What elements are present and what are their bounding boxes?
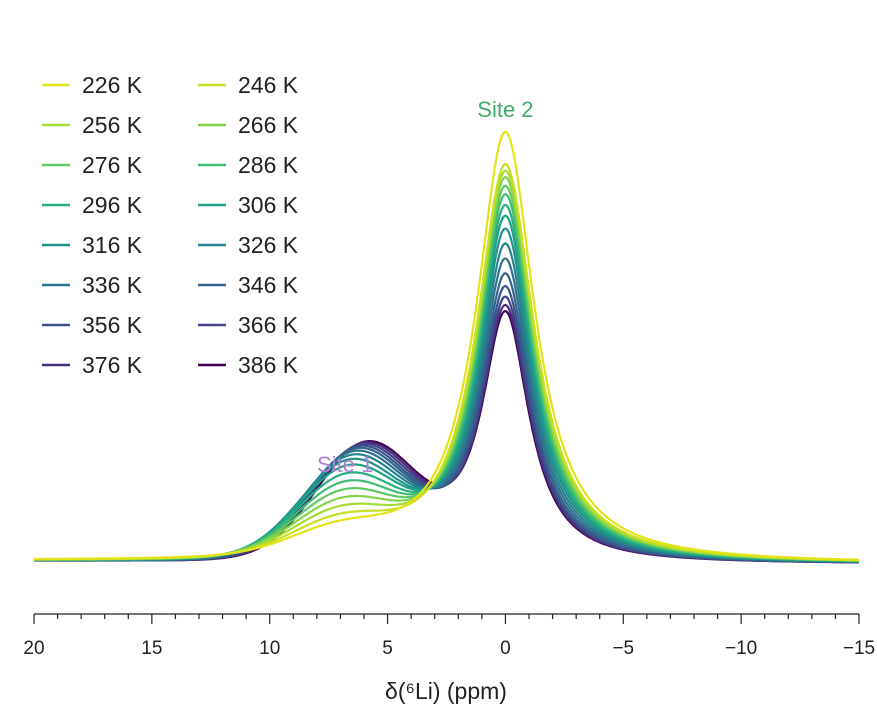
legend-label: 286 K <box>238 152 299 178</box>
series-line-306k <box>34 214 860 563</box>
x-tick-label: 0 <box>500 638 511 659</box>
legend-label: 346 K <box>238 272 299 298</box>
legend-label: 386 K <box>238 352 299 378</box>
x-tick-label: −5 <box>612 638 634 659</box>
x-axis: 20 15 10 5 0 −5 −10 −15 <box>23 613 875 659</box>
legend-label: 366 K <box>238 312 299 338</box>
legend-label: 296 K <box>82 192 143 218</box>
spectra-series-group <box>34 130 860 564</box>
x-tick-label: −15 <box>843 638 875 659</box>
series-line-376k <box>34 303 860 564</box>
legend-label: 246 K <box>238 72 299 98</box>
series-line-356k <box>34 284 860 564</box>
legend-label: 326 K <box>238 232 299 258</box>
series-line-256k <box>34 169 859 562</box>
x-tick-label: 5 <box>382 638 393 659</box>
annotations: Site 1 Site 2 <box>317 97 534 477</box>
x-axis-label: δ(⁶Li) (ppm) <box>385 678 507 704</box>
series-line-336k <box>34 257 859 563</box>
legend-label: 226 K <box>82 72 143 98</box>
legend-label: 306 K <box>238 192 299 218</box>
legend-label: 256 K <box>82 112 143 138</box>
legend-label: 266 K <box>238 112 299 138</box>
series-line-386k <box>34 309 859 564</box>
legend-label: 276 K <box>82 152 143 178</box>
series-line-276k <box>34 184 859 562</box>
x-tick-label: −10 <box>725 638 757 659</box>
x-tick-label: 20 <box>23 638 44 659</box>
series-line-326k <box>34 242 859 563</box>
series-line-366k <box>34 295 859 564</box>
legend: 226 K 246 K 256 K 266 K 276 K 286 K 296 K 306 K… <box>42 72 299 378</box>
legend-label: 316 K <box>82 232 143 258</box>
x-tick-label: 15 <box>141 638 162 659</box>
site1-label: Site 1 <box>317 452 373 477</box>
series-line-226k <box>34 130 859 561</box>
series-line-246k <box>34 163 859 562</box>
series-line-316k <box>34 227 859 563</box>
legend-label: 376 K <box>82 352 143 378</box>
series-line-346k <box>34 272 859 563</box>
series-line-286k <box>34 193 859 562</box>
series-line-266k <box>34 175 860 562</box>
series-line-296k <box>34 203 859 563</box>
x-tick-label: 10 <box>259 638 280 659</box>
site2-label: Site 2 <box>477 97 533 122</box>
legend-label: 356 K <box>82 312 143 338</box>
legend-label: 336 K <box>82 272 143 298</box>
